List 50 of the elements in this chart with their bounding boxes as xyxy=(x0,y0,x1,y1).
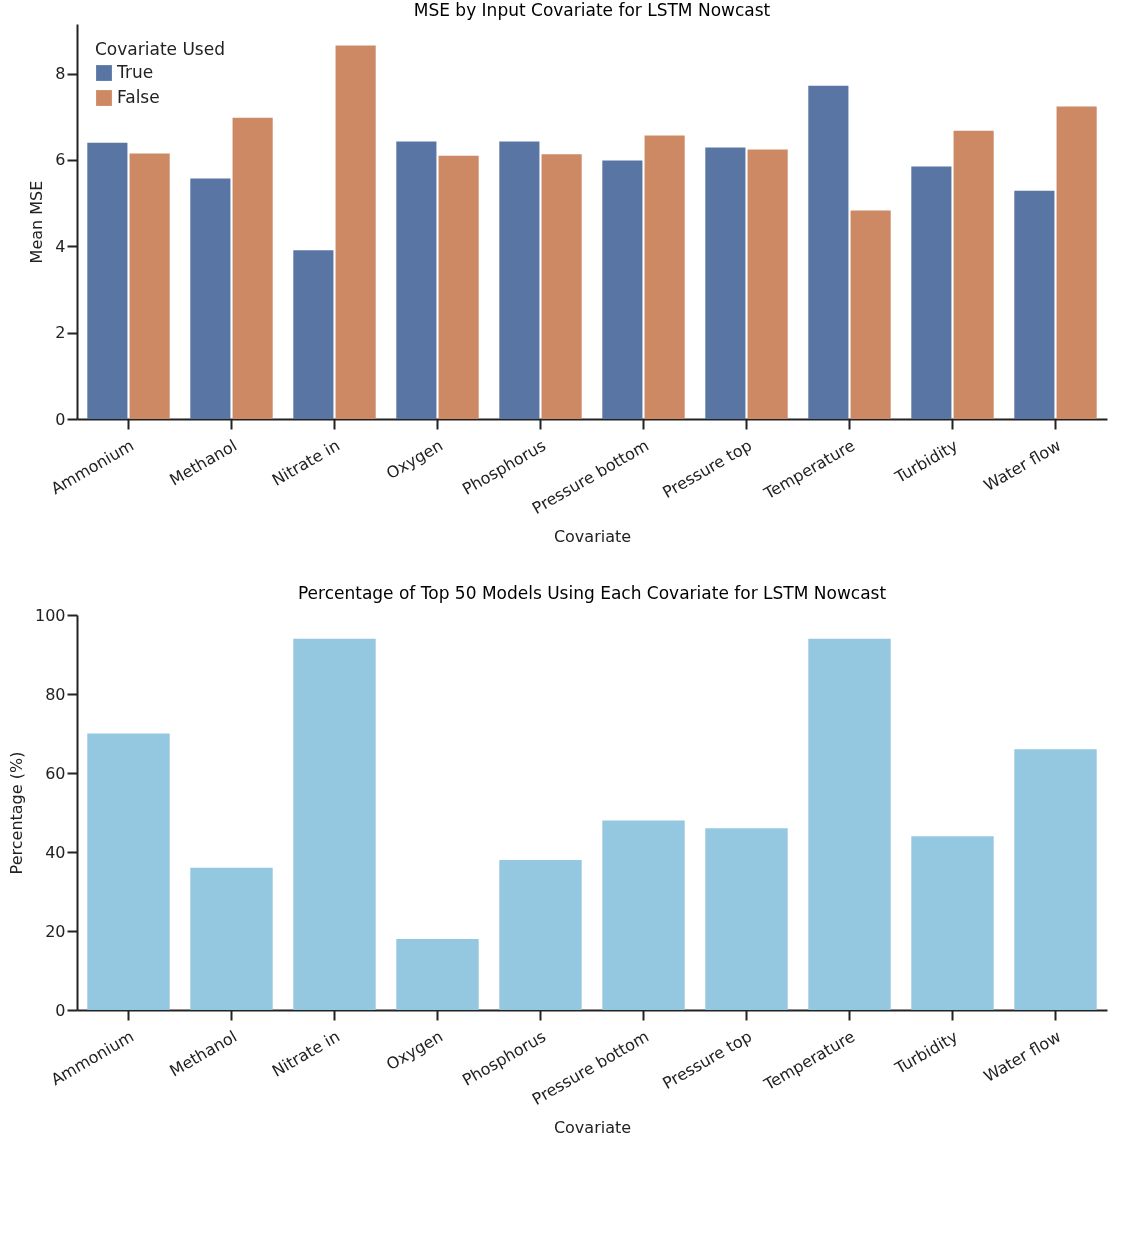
bar xyxy=(335,45,376,419)
y-tick-label: 20 xyxy=(45,921,66,941)
y-tick-label: 0 xyxy=(55,1000,66,1020)
bar xyxy=(293,638,376,1010)
y-tick-label: 0 xyxy=(55,409,66,429)
legend-label: False xyxy=(117,87,160,107)
bar xyxy=(190,178,231,419)
bar xyxy=(602,820,685,1010)
bar xyxy=(911,166,952,419)
bar xyxy=(396,141,437,419)
legend-label: True xyxy=(116,62,154,82)
y-tick-label: 4 xyxy=(55,236,66,256)
bar xyxy=(87,733,170,1010)
bar xyxy=(850,210,891,419)
bar xyxy=(808,85,849,419)
bar xyxy=(808,638,891,1010)
x-axis-title: Covariate xyxy=(553,1117,632,1137)
y-tick-label: 8 xyxy=(55,64,66,84)
bar xyxy=(1056,106,1097,419)
bar xyxy=(644,135,685,419)
bar xyxy=(1014,749,1097,1010)
y-tick-label: 40 xyxy=(45,842,66,862)
bar xyxy=(747,149,788,419)
x-axis-title: Covariate xyxy=(553,526,632,546)
y-tick-label: 6 xyxy=(55,150,66,170)
bar xyxy=(438,155,479,419)
y-axis-title: Mean MSE xyxy=(27,180,47,264)
bar xyxy=(911,836,994,1010)
bar xyxy=(705,147,746,419)
bar xyxy=(129,153,170,419)
bar xyxy=(87,142,128,419)
bar xyxy=(705,828,788,1010)
bar xyxy=(953,130,994,419)
legend-title: Covariate Used xyxy=(95,39,225,59)
y-tick-label: 60 xyxy=(45,763,66,783)
bar xyxy=(190,867,273,1010)
chart-title: MSE by Input Covariate for LSTM Nowcast xyxy=(413,0,771,20)
y-tick-label: 100 xyxy=(34,605,66,625)
bar xyxy=(541,154,582,419)
y-tick-label: 80 xyxy=(45,684,66,704)
bar xyxy=(602,160,643,419)
bar xyxy=(499,141,540,419)
bar xyxy=(499,859,582,1010)
bar xyxy=(396,938,479,1010)
y-axis-title: Percentage (%) xyxy=(6,751,26,875)
chart-title: Percentage of Top 50 Models Using Each Covariate for LSTM Nowcast xyxy=(297,583,887,603)
y-tick-label: 2 xyxy=(55,323,66,343)
bar xyxy=(232,117,273,419)
bar xyxy=(1014,190,1055,419)
bar xyxy=(293,250,334,419)
